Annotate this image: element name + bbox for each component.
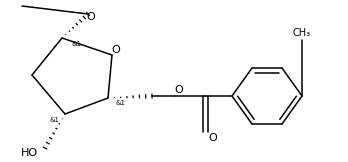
Text: HO: HO — [21, 148, 38, 158]
Text: &1: &1 — [50, 117, 60, 123]
Text: O: O — [87, 12, 95, 22]
Text: &1: &1 — [72, 41, 82, 47]
Text: O: O — [175, 85, 183, 95]
Text: CH₃: CH₃ — [293, 28, 311, 38]
Text: O: O — [208, 133, 218, 143]
Text: O: O — [112, 45, 120, 55]
Text: &1: &1 — [116, 100, 126, 106]
